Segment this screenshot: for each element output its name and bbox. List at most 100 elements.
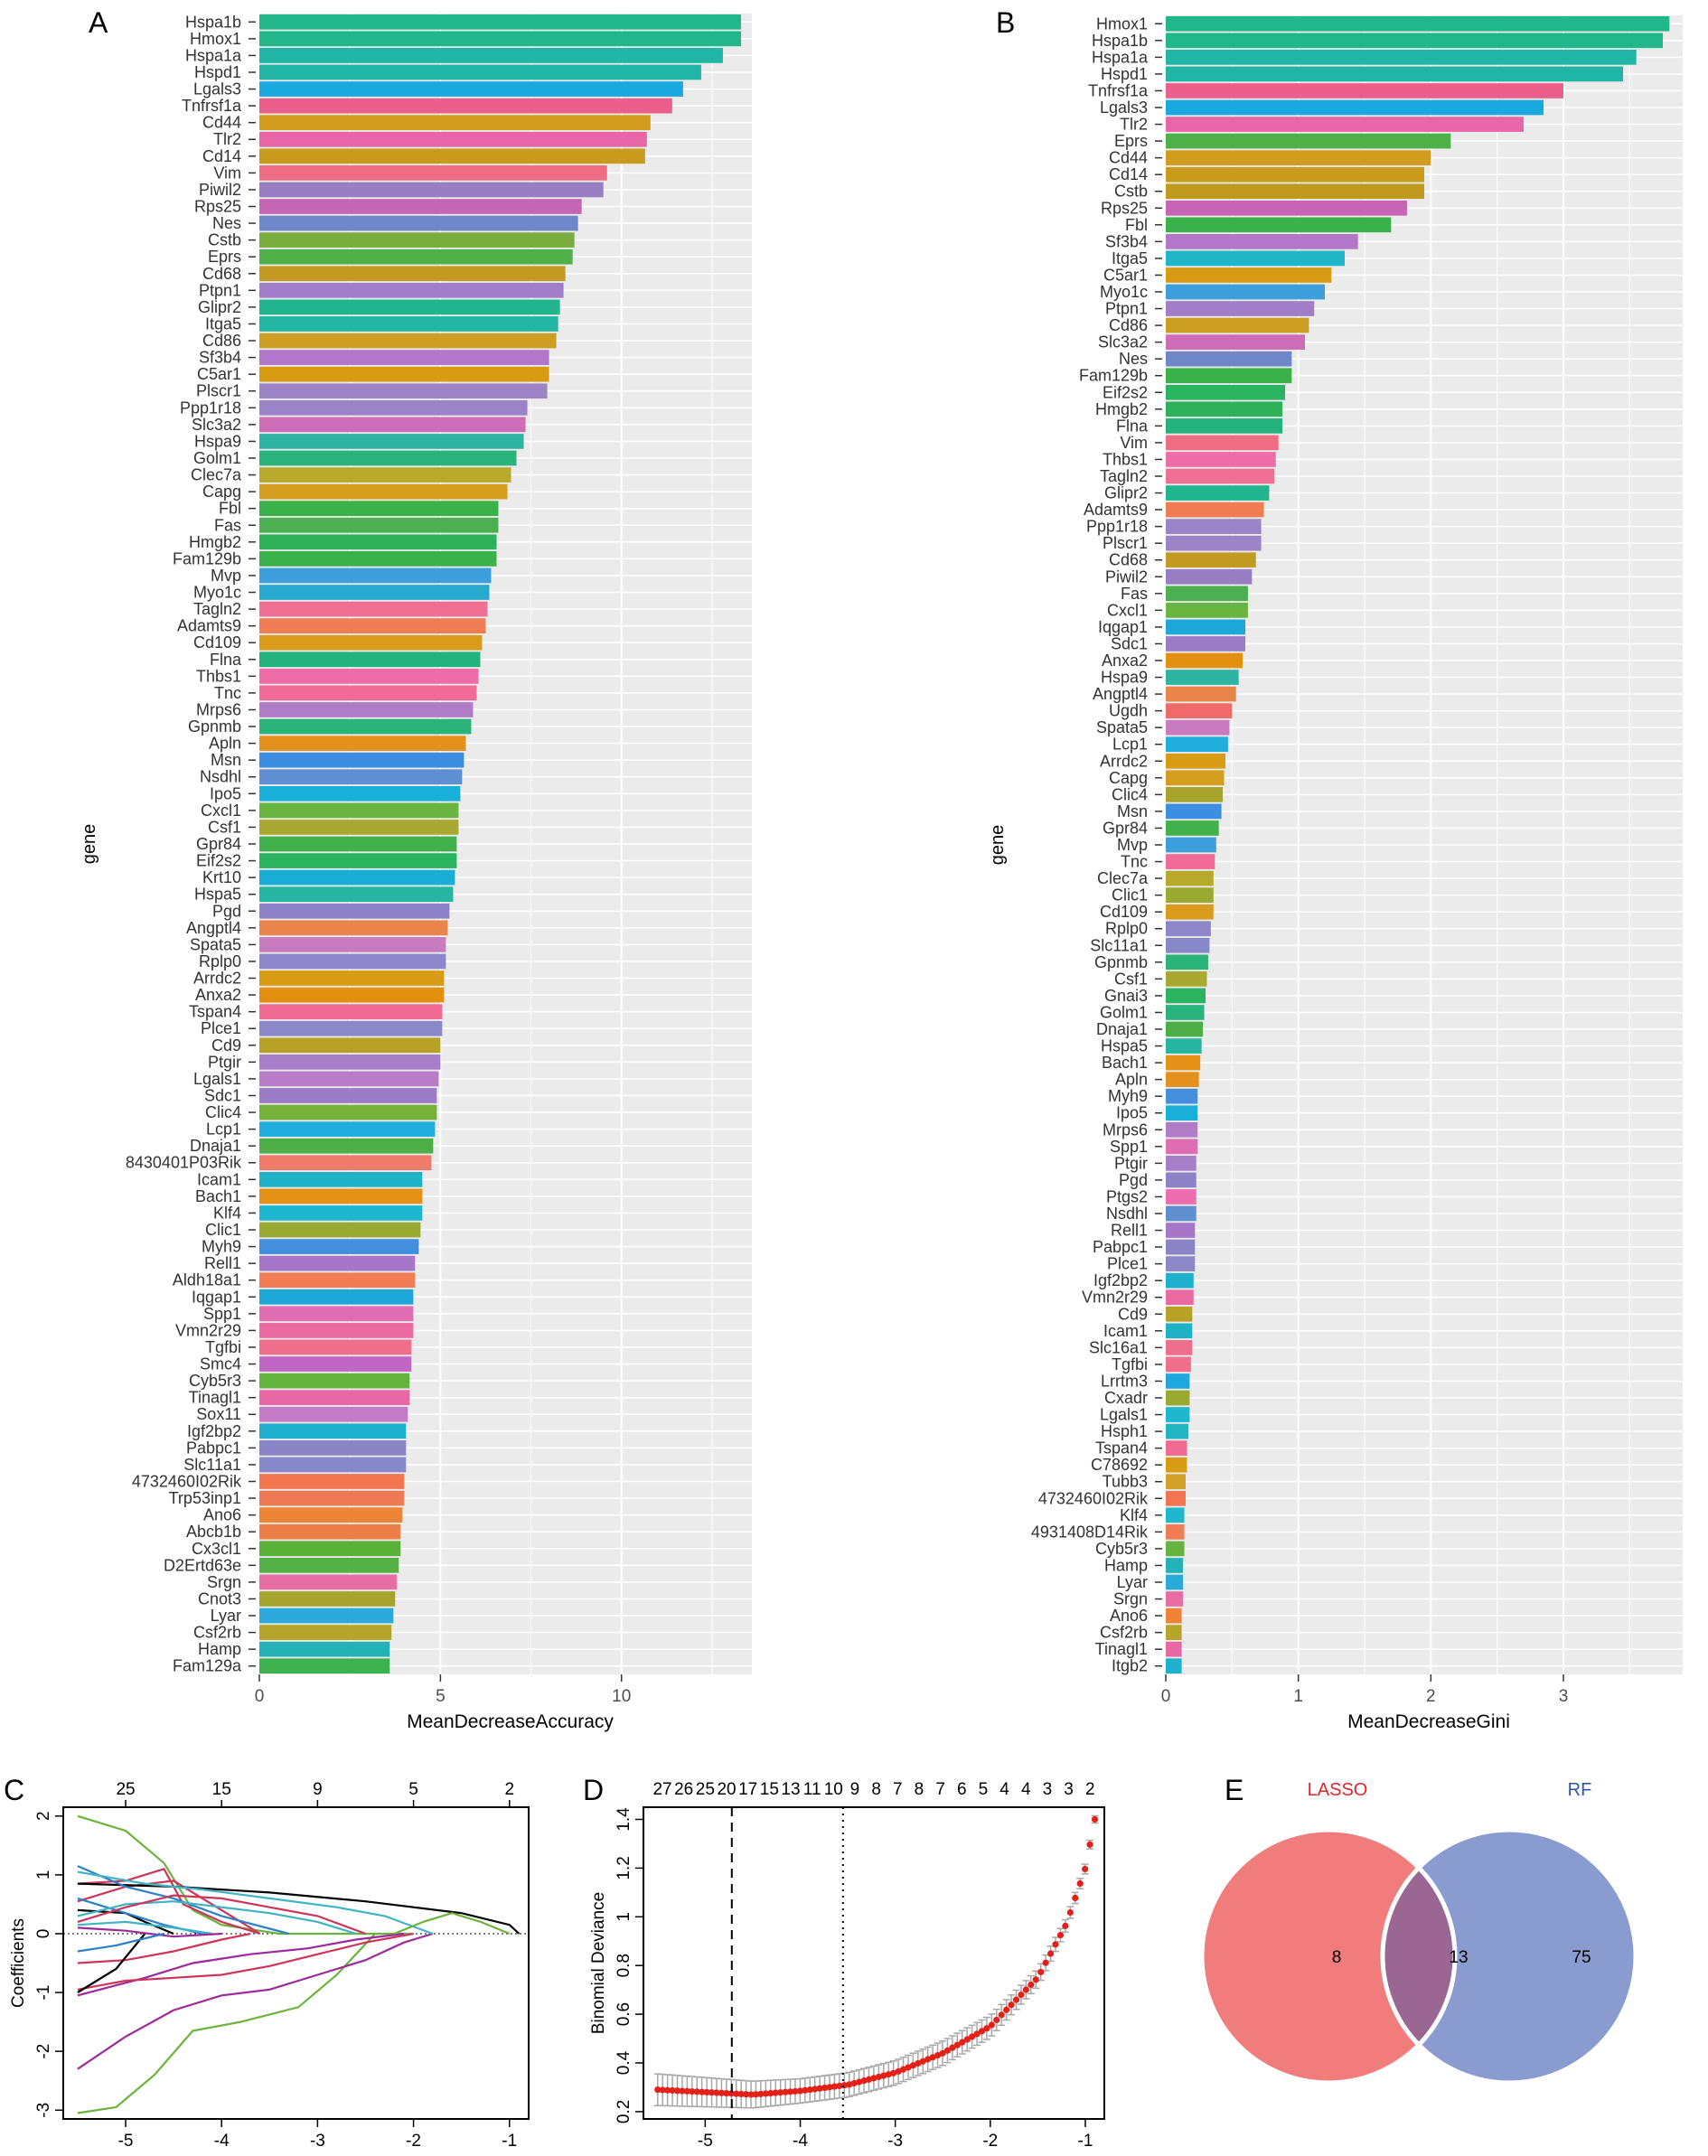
x-axis-title: MeanDecreaseAccuracy: [407, 1711, 614, 1732]
bar-Tinagl1: [1166, 1641, 1182, 1657]
y-tick-label: Nes: [1119, 350, 1148, 368]
deviance-point: [919, 2058, 926, 2065]
coefficient-path: [77, 1932, 164, 1953]
y-tick-label: Tspan4: [1095, 1439, 1148, 1458]
bar-Cd68: [259, 266, 566, 282]
deviance-point: [959, 2039, 966, 2046]
y-axis-title: gene: [988, 825, 1008, 866]
bar-Sf3b4: [1166, 234, 1358, 249]
bar-Rell1: [259, 1255, 416, 1271]
y-tick-label: Cd44: [1109, 149, 1148, 167]
deviance-point: [654, 2086, 662, 2094]
bar-Eprs: [259, 248, 573, 265]
y-tick-label: Spp1: [203, 1305, 241, 1323]
bar-Srgn: [259, 1574, 398, 1590]
y-tick-label: Golm1: [1100, 1003, 1148, 1021]
y-tick-label: Hmgb2: [189, 533, 241, 551]
y-tick-label: Cd68: [202, 265, 241, 283]
bar-Hspa9: [1166, 670, 1239, 685]
deviance-point: [1091, 1815, 1099, 1823]
deviance-point: [998, 2011, 1005, 2019]
deviance-point: [983, 2025, 990, 2032]
y-tick-label: Hmox1: [1096, 14, 1148, 33]
top-axis-label: 26: [674, 1780, 693, 1799]
bar-Spp1: [1166, 1139, 1198, 1155]
y-tick-label: Nsdhl: [200, 768, 241, 786]
y-tick-label: Cstb: [1114, 183, 1148, 201]
coefficient-path: [393, 1912, 511, 1936]
coefficient-path: [77, 1814, 414, 1936]
bar-Tnfrsf1a: [259, 98, 672, 114]
deviance-point: [1086, 1841, 1093, 1848]
top-axis-label: 4: [1021, 1780, 1031, 1799]
y-tick-label: Lcp1: [1112, 736, 1148, 754]
bar-Hspa1b: [1166, 33, 1663, 49]
top-axis-label: 9: [850, 1780, 860, 1799]
y-tick-label: Lcp1: [206, 1120, 241, 1139]
y-tick-label: Slc3a2: [192, 416, 241, 434]
y-tick-label: Piwil2: [1105, 567, 1148, 586]
coefficient-path: [77, 1933, 146, 1993]
bar-Cnot3: [259, 1591, 396, 1607]
deviance-point: [737, 2090, 745, 2097]
y-axis-title: Coefficients: [9, 1918, 28, 2008]
bar-Mvp: [259, 567, 492, 584]
bar-Rplp0: [1166, 921, 1211, 937]
y-tick-label: Plscr1: [1103, 534, 1148, 552]
bar-Vmn2r29: [259, 1323, 414, 1338]
deviance-point: [767, 2089, 774, 2097]
deviance-point: [782, 2088, 789, 2095]
bar-Plce1: [259, 1020, 443, 1036]
bar-Lyar: [1166, 1574, 1184, 1590]
bar-Apln: [1166, 1072, 1199, 1087]
x-tick-label: -2: [406, 2132, 421, 2151]
bar-Hspd1: [1166, 66, 1623, 82]
deviance-point: [993, 2016, 1000, 2024]
bar-Lcp1: [259, 1121, 436, 1137]
y-tick-label: Ipo5: [210, 784, 241, 802]
bar-Csf2rb: [259, 1625, 392, 1640]
y-tick-label: Cd14: [1109, 165, 1148, 183]
y-tick-label: Clic4: [205, 1103, 241, 1121]
y-tick-label: Lrrtm3: [1101, 1372, 1148, 1390]
deviance-point: [963, 2036, 971, 2043]
bar-Cd14: [1166, 166, 1424, 183]
bar-Myh9: [259, 1239, 419, 1254]
y-tick-label: Ano6: [203, 1506, 241, 1524]
y-tick-label: Hamp: [1104, 1556, 1148, 1574]
y-tick-label: Eif2s2: [196, 852, 241, 870]
y-tick-label: Klf4: [213, 1204, 241, 1222]
bar-Tgfbi: [1166, 1356, 1191, 1373]
venn-count-lasso-only: 8: [1332, 1948, 1342, 1967]
deviance-point: [850, 2079, 858, 2087]
y-tick-label: Gpnmb: [188, 717, 241, 736]
y-tick-label: Tubb3: [1103, 1473, 1148, 1491]
y-tick-label: Cnot3: [198, 1589, 241, 1608]
y-tick-label: Ppp1r18: [180, 398, 241, 417]
bar-4732460I02Rik: [1166, 1490, 1186, 1506]
y-tick-label: Ptgir: [1114, 1154, 1148, 1172]
deviance-point: [895, 2067, 902, 2075]
y-tick-label: Srgn: [1113, 1590, 1148, 1608]
top-axis-label: 4: [999, 1780, 1009, 1799]
y-tick-label: Flna: [210, 651, 242, 669]
bar-Mvp: [1166, 837, 1216, 853]
top-axis-label: 15: [212, 1780, 231, 1799]
bar-Lyar: [259, 1608, 394, 1624]
x-tick-label: -3: [887, 2132, 903, 2151]
bar-Cd44: [1166, 150, 1431, 165]
y-tick-label: Lgals3: [1100, 98, 1148, 117]
deviance-point: [890, 2069, 897, 2076]
y-tick-label: Ano6: [1110, 1607, 1148, 1625]
bar-Nes: [259, 215, 578, 231]
deviance-point: [934, 2051, 942, 2059]
y-tick-label: Tlr2: [1120, 116, 1148, 134]
y-tick-label: 0.2: [615, 2100, 633, 2123]
bar-Hmgb2: [1166, 401, 1283, 417]
y-tick-label: Ppp1r18: [1086, 518, 1148, 536]
bar-Fam129b: [1166, 368, 1292, 384]
deviance-point: [905, 2064, 912, 2071]
y-tick-label: Hspa1b: [1092, 32, 1148, 50]
bar-Cd9: [1166, 1306, 1193, 1322]
y-tick-label: Krt10: [202, 868, 241, 886]
